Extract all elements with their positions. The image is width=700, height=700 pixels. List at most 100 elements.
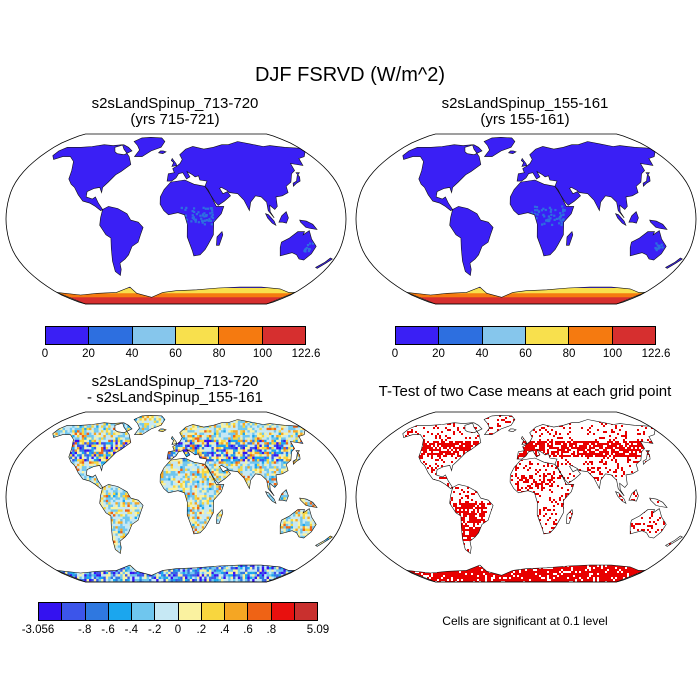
colorbar-swatch	[175, 327, 220, 344]
colorbar-tick-label: 80	[562, 348, 576, 360]
coastline-greenland	[483, 414, 516, 435]
coastline-uk	[520, 435, 528, 445]
panel-title-bottom-left-line1: s2sLandSpinup_713-720	[91, 373, 259, 390]
colorbar-tick-label: -.4	[124, 624, 139, 636]
coastline-australia	[629, 508, 667, 539]
map-bottom-left	[5, 411, 347, 583]
colorbar-swatch	[46, 327, 90, 344]
coastline-australia	[629, 230, 667, 261]
coastline-baffin	[464, 422, 483, 434]
coastline-borneo	[278, 489, 289, 502]
map-border	[5, 133, 347, 305]
colorbar-swatch	[85, 603, 109, 620]
colorbar-swatch	[294, 603, 317, 620]
colorbar-swatch	[482, 327, 526, 344]
panel-title-bottom-right: T-Test of two Case means at each grid po…	[378, 383, 672, 400]
colorbar-tick-label: 40	[125, 348, 139, 360]
colorbar-tick-label: -.2	[147, 624, 162, 636]
colorbar-swatch	[219, 327, 263, 344]
colorbar-swatch	[132, 327, 176, 344]
coastline-africa	[509, 457, 575, 535]
coastline-eurasia	[516, 141, 656, 219]
coastline-africa	[159, 457, 225, 535]
coastline-south-america	[99, 206, 144, 277]
colorbar-swatch	[612, 327, 655, 344]
coastline-iceland	[158, 428, 167, 433]
coastline-greenland	[483, 136, 516, 157]
colorbar-tick-label: 122.6	[291, 348, 321, 360]
colorbar-swatch	[396, 327, 440, 344]
coastline-iceland	[508, 150, 517, 155]
colorbar-tick-label: 60	[519, 348, 532, 360]
coastline-baffin	[114, 144, 133, 156]
coastline-baffin	[464, 144, 483, 156]
coastline-sumatra	[265, 491, 277, 504]
main-title: DJF FSRVD (W/m^2)	[254, 64, 446, 86]
colorbar-tick-label: 20	[82, 348, 95, 360]
coastline-new-guinea	[649, 219, 668, 230]
map-border	[355, 411, 697, 583]
colorbar-tick-label: 60	[169, 348, 182, 360]
coastline-uk	[520, 157, 528, 167]
colorbar-tick-label: 5.09	[306, 624, 330, 636]
coastline-madagascar	[216, 508, 224, 524]
colorbar-tick-label: 40	[475, 348, 489, 360]
coastline-uk	[170, 157, 178, 167]
panel-title-top-right-line2: (yrs 155-161)	[480, 111, 570, 128]
colorbar-tick-label: 20	[432, 348, 445, 360]
coastline-eurasia	[516, 419, 656, 497]
map-top-left	[5, 133, 347, 305]
panel-title-top-left: s2sLandSpinup_713-720 (yrs 715-721)	[15, 96, 335, 128]
colorbar-swatch	[225, 603, 249, 620]
colorbar-tick-label: 100	[252, 348, 273, 360]
colorbar-swatch	[439, 327, 483, 344]
colorbar-swatch	[39, 603, 63, 620]
panel-title-top-left-line2: (yrs 715-721)	[130, 111, 220, 128]
map-border	[355, 133, 697, 305]
colorbar-tick-label: -.8	[77, 624, 92, 636]
colorbar-bottom-left	[38, 602, 318, 621]
coastline-japan	[292, 172, 301, 187]
colorbar-tick-label: -3.056	[21, 624, 55, 636]
coastline-south-america	[99, 484, 144, 555]
coastline-madagascar	[566, 508, 574, 524]
panel-title-top-right: s2sLandSpinup_155-161 (yrs 155-161)	[365, 96, 685, 128]
colorbar-swatch	[201, 603, 225, 620]
significance-note: Cells are significant at 0.1 level	[442, 614, 608, 628]
colorbar-swatch	[155, 603, 179, 620]
coastline-borneo	[278, 211, 289, 224]
coastline-new-zealand	[665, 535, 684, 547]
colorbar-tick-label: .2	[196, 624, 207, 636]
coastline-new-guinea	[299, 219, 318, 230]
coastline-new-zealand	[665, 257, 684, 269]
coastline-japan	[642, 172, 651, 187]
coastline-australia	[279, 230, 317, 261]
coastline-sumatra	[265, 213, 277, 226]
coastline-new-zealand	[315, 535, 334, 547]
coastline-baffin	[114, 422, 133, 434]
panel-title-top-right-line1: s2sLandSpinup_155-161	[441, 95, 609, 112]
coastline-borneo	[628, 211, 639, 224]
coastline-africa	[509, 179, 575, 257]
colorbar-swatch	[89, 327, 133, 344]
map-bottom-right	[355, 411, 697, 583]
map-ocean	[356, 412, 696, 582]
coastline-uk	[170, 435, 178, 445]
colorbar-tick-label: 0	[391, 348, 399, 360]
coastline-eurasia	[166, 141, 306, 219]
colorbar-tick-label: 100	[602, 348, 623, 360]
coastline-iceland	[508, 428, 517, 433]
coastline-iceland	[158, 150, 167, 155]
colorbar-tick-label: 80	[212, 348, 226, 360]
colorbar-swatch	[132, 603, 156, 620]
coastline-greenland	[133, 136, 166, 157]
coastline-greenland	[133, 414, 166, 435]
coastline-new-guinea	[649, 497, 668, 508]
colorbar-swatch	[525, 327, 570, 344]
coastline-new-guinea	[299, 497, 318, 508]
colorbar-swatch	[569, 327, 613, 344]
coastline-sumatra	[615, 491, 627, 504]
colorbar-tick-label: .6	[243, 624, 253, 636]
coastline-north-america	[402, 144, 482, 211]
coastline-madagascar	[566, 230, 574, 246]
